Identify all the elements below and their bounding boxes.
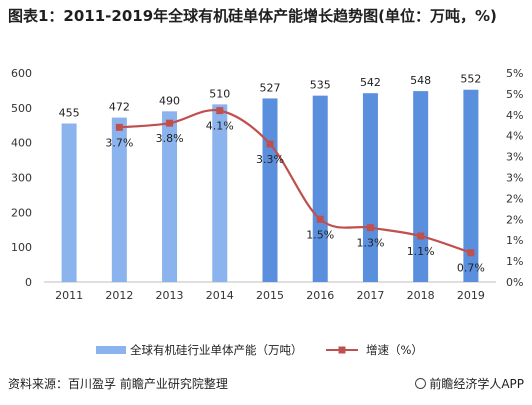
bar-value-label: 490	[159, 94, 180, 107]
x-tick-label: 2014	[206, 289, 234, 302]
y-right-tick-label: 4%	[506, 130, 523, 143]
axes: 0 100 200 300 400 500 600 0% 1% 1% 2% 2% 3% 3% 4% 4% 5% 5…	[11, 67, 523, 302]
legend-bar-swatch	[96, 346, 126, 354]
chart-title: 图表1：2011-2019年全球有机硅单体产能增长趋势图(单位：万吨，%)	[8, 7, 497, 25]
bar	[111, 117, 127, 282]
bar-value-label: 535	[310, 79, 331, 92]
x-tick-label: 2016	[306, 289, 334, 302]
growth-line-path	[119, 108, 472, 254]
x-tick-label: 2012	[105, 289, 133, 302]
bar	[362, 93, 378, 282]
y-right-tick-label: 4%	[506, 109, 523, 122]
bar	[212, 104, 228, 282]
bar-value-label: 552	[460, 73, 481, 86]
legend: 全球有机硅行业单体产能（万吨） 增速（%）	[96, 343, 423, 357]
bar	[312, 95, 328, 283]
y-left-tick-label: 100	[11, 241, 32, 254]
y-left-tick-label: 400	[11, 137, 32, 150]
y-left-tick-label: 300	[11, 172, 32, 185]
growth-value-label: 3.8%	[156, 132, 184, 145]
brand-text: 前瞻经济学人APP	[429, 377, 524, 391]
growth-point	[115, 123, 123, 131]
bar	[162, 111, 178, 282]
legend-line-marker	[338, 346, 346, 354]
growth-value-label: 0.7%	[457, 262, 485, 275]
growth-point	[366, 224, 374, 232]
growth-value-label: 1.1%	[407, 245, 435, 258]
bar-labels: 455 472 490 510 527 535 542 548 552	[59, 73, 482, 120]
y-left-tick-label: 0	[25, 276, 32, 289]
x-tick-label: 2015	[256, 289, 284, 302]
x-tick-label: 2011	[55, 289, 83, 302]
bars	[61, 89, 479, 283]
growth-point	[417, 232, 425, 240]
growth-point	[216, 107, 224, 115]
y-right-tick-label: 2%	[506, 213, 523, 226]
bar-value-label: 472	[109, 101, 130, 114]
y-right-tick-label: 2%	[506, 192, 523, 205]
growth-point	[266, 140, 274, 148]
growth-value-label: 1.3%	[356, 237, 384, 250]
y-left-tick-label: 200	[11, 206, 32, 219]
y-right-tick-label: 3%	[506, 151, 523, 164]
brand-logo-icon	[415, 378, 427, 389]
x-tick-label: 2017	[356, 289, 384, 302]
growth-value-label: 1.5%	[306, 228, 334, 241]
bar-value-label: 455	[59, 107, 80, 120]
y-right-tick-label: 1%	[506, 255, 523, 268]
bar	[61, 123, 77, 282]
x-tick-label: 2018	[407, 289, 435, 302]
y-left-tick-label: 500	[11, 102, 32, 115]
y-right-tick-label: 3%	[506, 172, 523, 185]
growth-point	[166, 119, 174, 127]
bar-value-label: 542	[360, 76, 381, 89]
x-tick-label: 2013	[156, 289, 184, 302]
growth-value-label: 4.1%	[206, 120, 234, 133]
y-left-tick-label: 600	[11, 67, 32, 80]
bar-value-label: 510	[209, 87, 230, 100]
growth-labels: 3.7% 3.8% 4.1% 3.3% 1.5% 1.3% 1.1% 0.7%	[105, 120, 485, 275]
legend-line-label: 增速（%）	[366, 343, 423, 357]
bar	[463, 89, 479, 282]
bar-value-label: 527	[260, 81, 281, 94]
y-right-tick-label: 1%	[506, 234, 523, 247]
y-right-tick-label: 5%	[506, 67, 523, 80]
growth-point	[316, 215, 324, 223]
bar-value-label: 548	[410, 74, 431, 87]
growth-value-label: 3.7%	[105, 136, 133, 149]
x-tick-label: 2019	[457, 289, 485, 302]
brand-label: 前瞻经济学人APP	[415, 375, 524, 392]
legend-bar-label: 全球有机硅行业单体产能（万吨）	[130, 343, 303, 357]
growth-point	[467, 249, 475, 257]
bar	[262, 98, 278, 282]
source-note: 资料来源：百川盈孚 前瞻产业研究院整理	[8, 377, 228, 391]
y-right-tick-label: 0%	[506, 276, 523, 289]
y-right-tick-label: 5%	[506, 88, 523, 101]
growth-line	[115, 107, 475, 257]
growth-value-label: 3.3%	[256, 153, 284, 166]
